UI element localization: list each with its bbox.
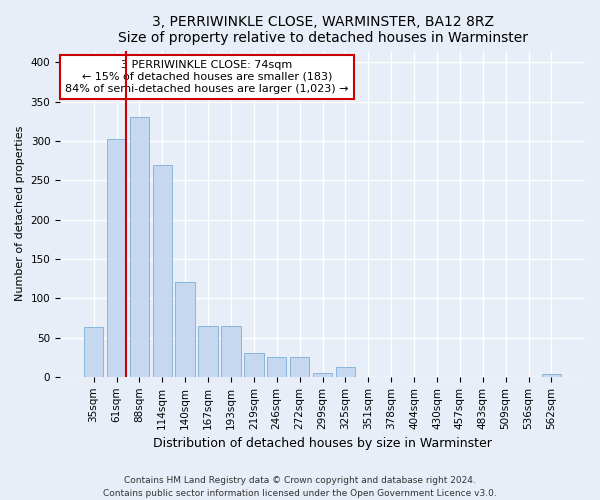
Bar [107, 138, 126, 377]
Bar [244, 353, 263, 377]
X-axis label: Distribution of detached houses by size in Warminster: Distribution of detached houses by size … [153, 437, 492, 450]
Bar [152, 164, 172, 377]
Bar [221, 326, 241, 377]
Title: 3, PERRIWINKLE CLOSE, WARMINSTER, BA12 8RZ
Size of property relative to detached: 3, PERRIWINKLE CLOSE, WARMINSTER, BA12 8… [118, 15, 527, 45]
Bar [267, 357, 286, 377]
Bar [542, 374, 561, 377]
Bar [84, 328, 103, 377]
Bar [199, 326, 218, 377]
Bar [130, 118, 149, 377]
Text: Contains HM Land Registry data © Crown copyright and database right 2024.
Contai: Contains HM Land Registry data © Crown c… [103, 476, 497, 498]
Bar [175, 282, 195, 377]
Text: 3 PERRIWINKLE CLOSE: 74sqm
← 15% of detached houses are smaller (183)
84% of sem: 3 PERRIWINKLE CLOSE: 74sqm ← 15% of deta… [65, 60, 349, 94]
Y-axis label: Number of detached properties: Number of detached properties [15, 126, 25, 302]
Bar [313, 373, 332, 377]
Bar [335, 366, 355, 377]
Bar [290, 357, 310, 377]
